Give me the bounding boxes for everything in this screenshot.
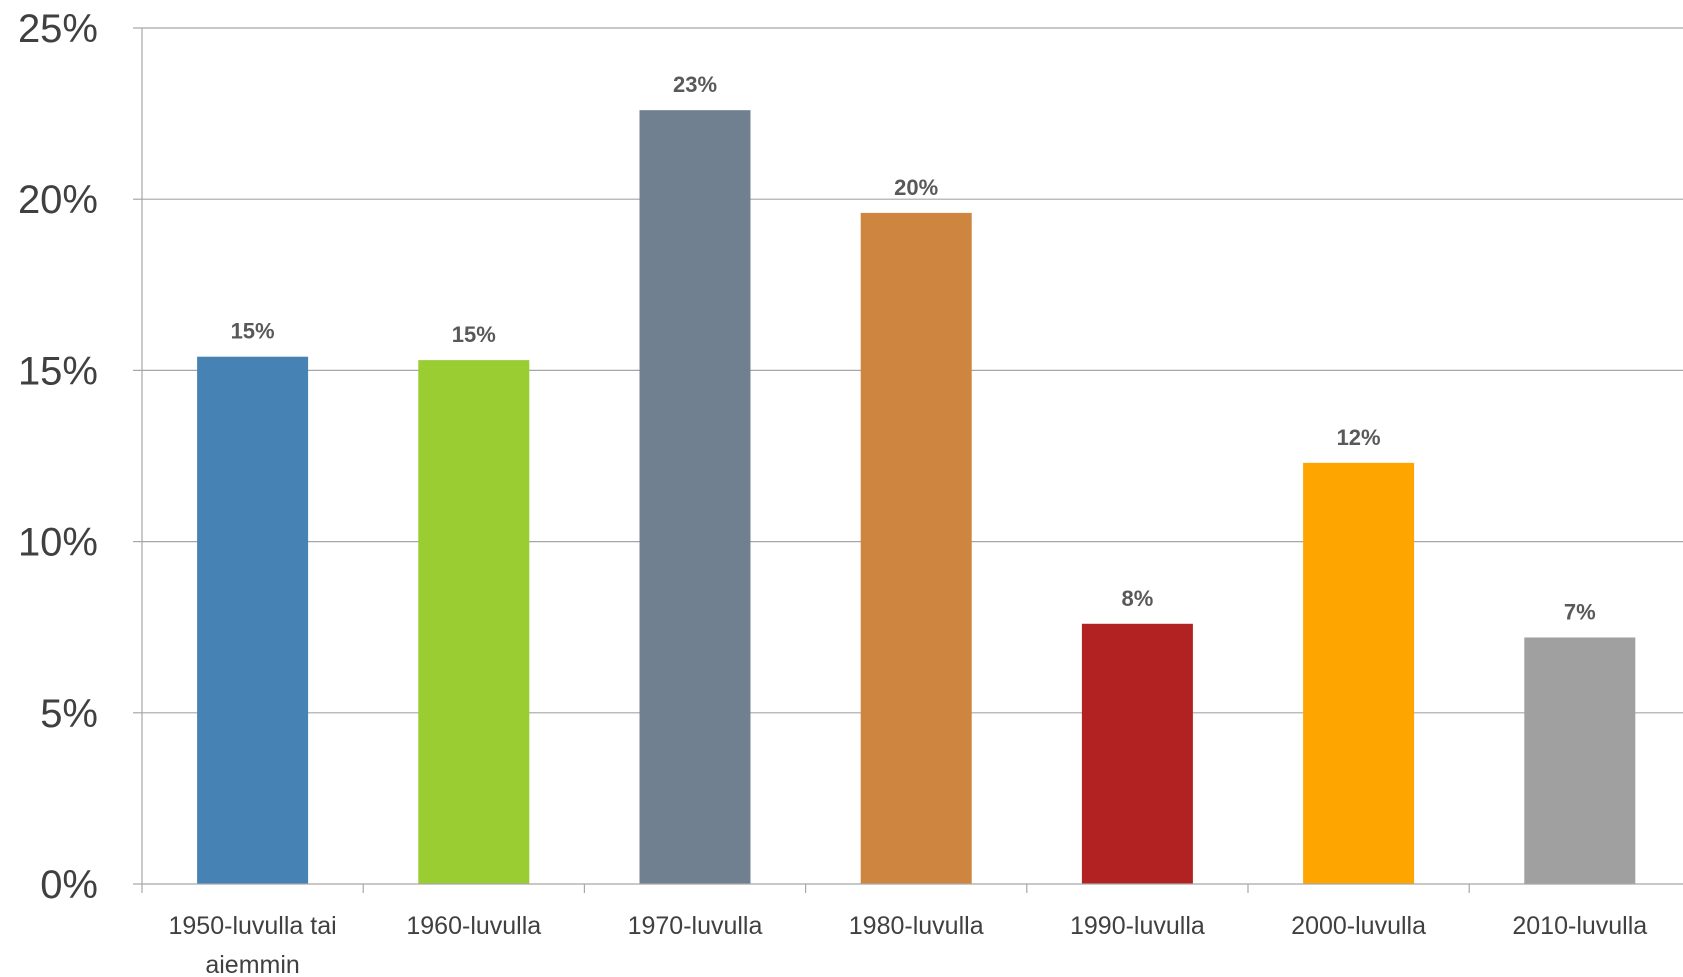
data-label: 15%	[452, 322, 496, 347]
y-tick-label: 20%	[18, 178, 98, 222]
bar	[1524, 637, 1636, 884]
x-tick-label: 1960-luvulla	[406, 912, 541, 940]
bar	[197, 356, 309, 885]
y-tick-label: 0%	[40, 863, 98, 907]
y-tick-label: 10%	[18, 521, 98, 565]
y-tick-label: 25%	[18, 7, 98, 51]
data-label: 23%	[673, 72, 717, 97]
x-tick-label: 1990-luvulla	[1070, 912, 1205, 940]
x-tick-label: 2000-luvulla	[1291, 912, 1426, 940]
y-tick-label: 5%	[40, 692, 98, 736]
data-label: 20%	[894, 175, 938, 200]
data-labels: 15% 15% 23% 20% 8% 12% 7%	[231, 72, 1596, 624]
bar	[639, 110, 751, 884]
data-label: 12%	[1337, 425, 1381, 450]
x-tick-label: 2010-luvulla	[1512, 912, 1647, 940]
bar	[860, 212, 972, 884]
x-tick-label: 1980-luvulla	[849, 912, 984, 940]
bar	[1081, 623, 1193, 884]
bar	[418, 360, 530, 884]
x-tick-label: 1970-luvulla	[628, 912, 763, 940]
x-tick-label: 1950-luvulla tai	[169, 912, 337, 940]
bar	[1303, 462, 1415, 884]
x-tick-label: aiemmin	[205, 951, 299, 977]
data-label: 8%	[1122, 586, 1154, 611]
y-tick-label: 15%	[18, 349, 98, 393]
x-axis-ticks: 1950-luvulla tai aiemmin 1960-luvulla 1970-…	[169, 912, 1648, 977]
data-label: 7%	[1564, 599, 1596, 624]
data-label: 15%	[231, 319, 275, 344]
bars	[197, 110, 1636, 885]
y-axis-ticks: 0% 5% 10% 15% 20% 25%	[18, 7, 98, 907]
axes	[133, 27, 1683, 893]
